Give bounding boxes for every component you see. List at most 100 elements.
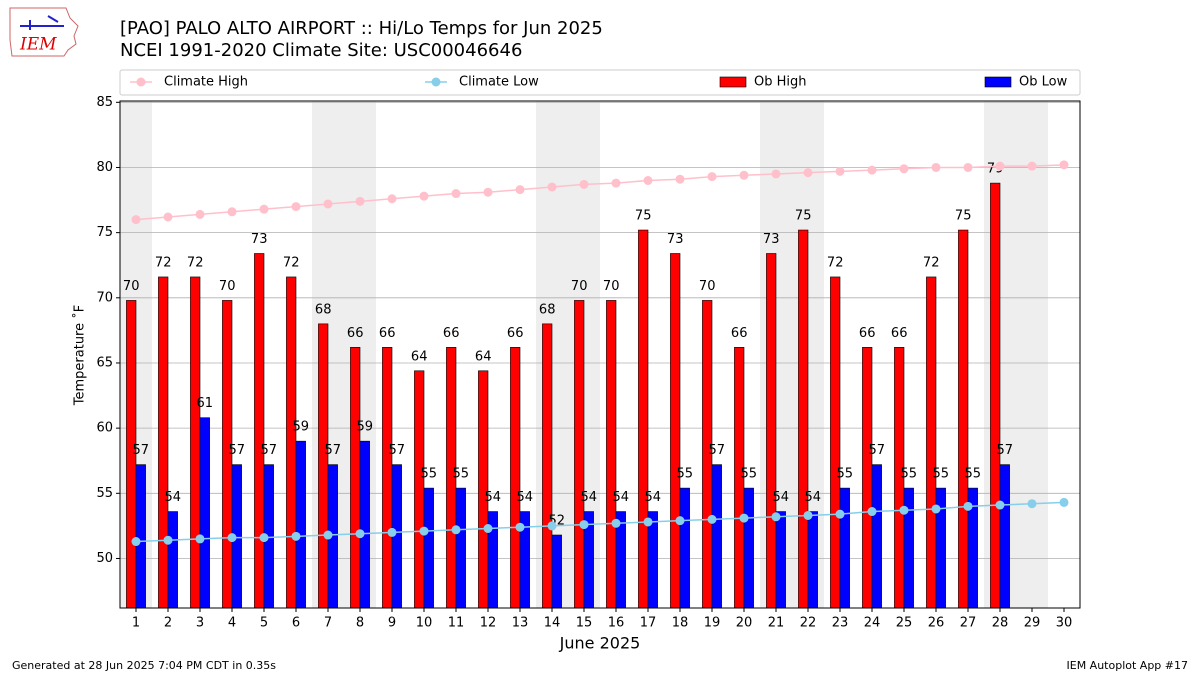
line-marker (131, 215, 141, 225)
data-label: 54 (773, 490, 790, 505)
line-marker (899, 164, 909, 174)
bar (999, 464, 1010, 609)
bar (958, 229, 969, 609)
legend-marker (431, 77, 441, 87)
x-tick-label: 21 (768, 616, 785, 631)
line-marker (707, 172, 717, 182)
data-label: 55 (741, 467, 758, 482)
line-marker (195, 209, 205, 219)
line-marker (579, 179, 589, 189)
data-label: 54 (581, 490, 598, 505)
data-label: 70 (603, 279, 620, 294)
footer-left: Generated at 28 Jun 2025 7:04 PM CDT in … (12, 659, 276, 672)
line-marker (291, 202, 301, 212)
data-label: 55 (965, 467, 982, 482)
line (135, 501, 1065, 543)
weekend-shade (1016, 101, 1048, 608)
line-marker (739, 513, 749, 523)
data-label: 73 (763, 232, 780, 247)
y-tick-label: 65 (96, 355, 113, 370)
chart-title: [PAO] PALO ALTO AIRPORT :: Hi/Lo Temps f… (120, 18, 603, 39)
data-label: 70 (571, 279, 588, 294)
x-tick-label: 24 (864, 616, 881, 631)
data-label: 70 (699, 279, 716, 294)
x-tick-label: 22 (800, 616, 817, 631)
line-marker (579, 520, 589, 530)
data-label: 72 (923, 255, 940, 270)
data-label: 57 (261, 443, 278, 458)
line-marker (995, 500, 1005, 510)
data-label: 55 (421, 467, 438, 482)
chart-subtitle: NCEI 1991-2020 Climate Site: USC00046646 (120, 40, 522, 61)
x-tick-label: 8 (356, 616, 364, 631)
data-label: 75 (955, 209, 972, 224)
data-label: 54 (165, 490, 182, 505)
x-tick-label: 26 (928, 616, 945, 631)
line-marker (227, 207, 237, 217)
bar (135, 464, 146, 609)
legend-label: Ob High (754, 75, 807, 90)
line-marker (739, 170, 749, 180)
line-marker (1059, 497, 1069, 507)
x-tick-label: 27 (960, 616, 977, 631)
x-tick-label: 20 (736, 616, 753, 631)
bar (359, 440, 370, 609)
bar (798, 229, 809, 609)
x-axis-label: June 2025 (559, 634, 641, 653)
data-label: 57 (709, 443, 726, 458)
x-tick-label: 5 (260, 616, 268, 631)
logo-outline (9, 7, 79, 57)
line-marker (163, 212, 173, 222)
data-label: 64 (411, 349, 428, 364)
data-label: 72 (283, 255, 300, 270)
bar (542, 323, 553, 609)
bar (839, 487, 850, 609)
line-marker (835, 509, 845, 519)
y-tick-label: 80 (96, 160, 113, 175)
footer-right: IEM Autoplot App #17 (1067, 659, 1189, 672)
line-marker (643, 176, 653, 186)
x-tick-label: 18 (672, 616, 689, 631)
line-marker (771, 512, 781, 522)
data-label: 57 (325, 443, 342, 458)
bar (862, 347, 873, 609)
line-marker (707, 514, 717, 524)
x-tick-label: 29 (1024, 616, 1041, 631)
bar (414, 370, 425, 609)
line (135, 164, 1065, 221)
data-label: 68 (315, 302, 332, 317)
data-label: 55 (837, 467, 854, 482)
logo: IEM (9, 7, 79, 57)
legend-box (119, 69, 1081, 96)
line-marker (131, 537, 141, 547)
data-label: 57 (389, 443, 406, 458)
data-label: 66 (891, 326, 908, 341)
bar (743, 487, 754, 609)
line-marker (323, 530, 333, 540)
bar (830, 276, 841, 609)
line-marker (611, 178, 621, 188)
line-marker (931, 162, 941, 172)
y-tick-label: 55 (96, 486, 113, 501)
bar (990, 182, 1001, 609)
data-label: 70 (219, 279, 236, 294)
data-label: 72 (155, 255, 172, 270)
legend-swatch (984, 76, 1012, 88)
data-label: 64 (475, 349, 492, 364)
bar (871, 464, 882, 609)
data-label: 57 (133, 443, 150, 458)
data-label: 54 (517, 490, 534, 505)
y-axis-label: Temperature ˚F (72, 305, 88, 406)
line-marker (483, 187, 493, 197)
bar (254, 253, 265, 609)
line-marker (387, 194, 397, 204)
y-tick-label: 75 (96, 225, 113, 240)
line-marker (867, 507, 877, 517)
legend-swatch (719, 76, 747, 88)
x-tick-label: 14 (544, 616, 561, 631)
x-tick-label: 12 (480, 616, 497, 631)
data-label: 59 (357, 420, 374, 435)
bar (606, 300, 617, 609)
bar (711, 464, 722, 609)
logo-icon (20, 15, 64, 30)
